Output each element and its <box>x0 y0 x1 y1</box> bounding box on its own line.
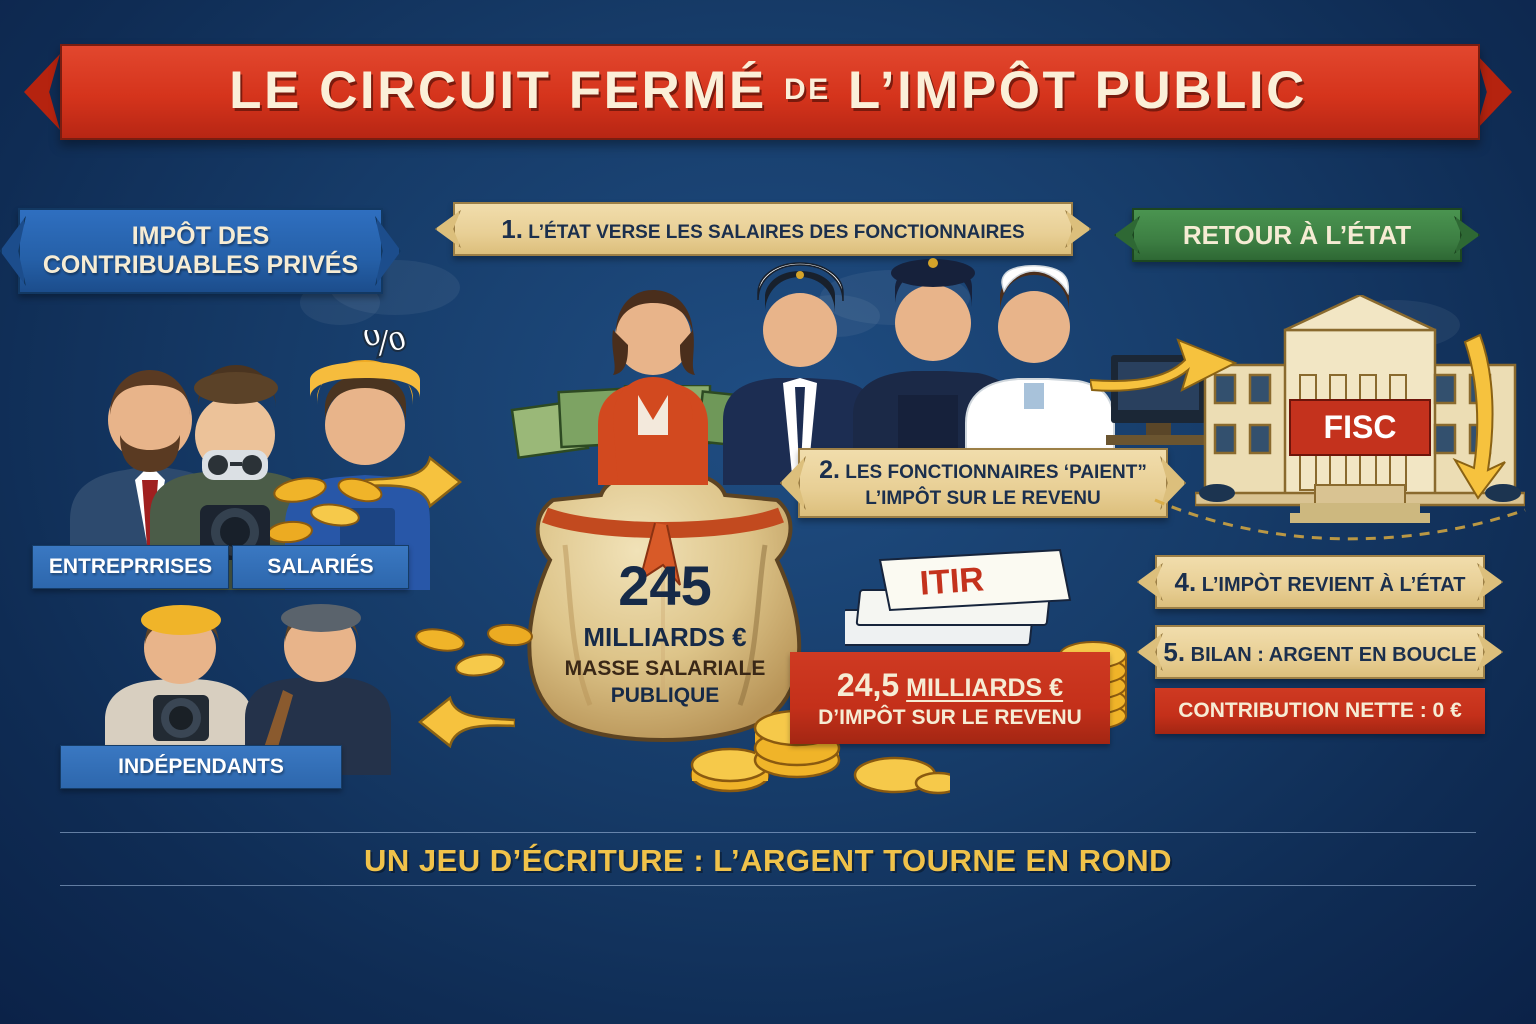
svg-text:ITIR: ITIR <box>919 560 986 602</box>
svg-text:FISC: FISC <box>1324 409 1397 445</box>
